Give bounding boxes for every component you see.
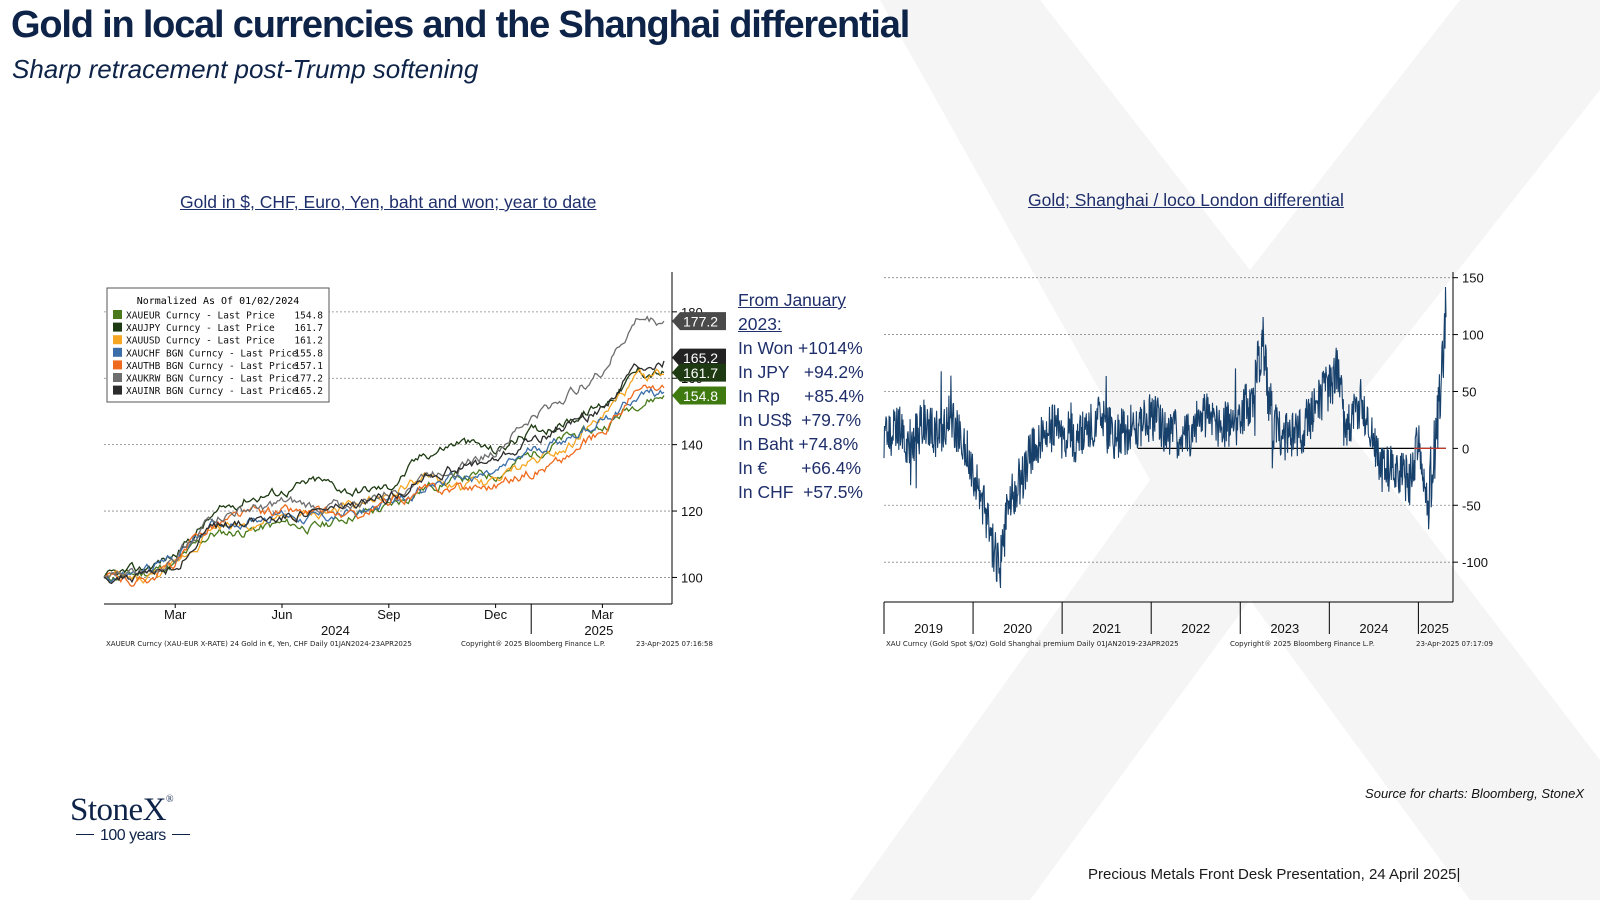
x-tick-label: 2022: [1181, 621, 1210, 636]
footnote-timestamp: 23-Apr-2025 07:17:09: [1416, 640, 1493, 648]
y-tick-label: -50: [1462, 498, 1481, 513]
y-tick-label: 140: [681, 438, 703, 453]
legend-value: 154.8: [294, 311, 323, 322]
end-label-box: [672, 312, 726, 331]
legend-box: Normalized As Of 01/02/2024 XAUEUR Curnc…: [106, 287, 330, 403]
stat-row: In US$ +79.7%: [738, 410, 862, 430]
stonex-logo: StoneX® 100 years: [70, 792, 196, 845]
legend-swatch: [113, 347, 122, 357]
end-label: 165.2: [683, 350, 718, 366]
footnote-left: XAU Curncy (Gold Spot $/Oz) Gold Shangha…: [886, 640, 1179, 648]
legend-label: XAUCHF BGN Curncy - Last Price: [126, 348, 298, 359]
series-line: [103, 384, 665, 588]
performance-stats: From January 2023: In Won +1014% In JPY …: [738, 288, 864, 504]
y-tick-label: 120: [681, 504, 703, 519]
shanghai-differential-chart: 150 100 50 0 -50 -100 2019 2020 2021 2022 2023 202…: [883, 271, 1493, 648]
footnote-left: XAUEUR Curncy (XAU-EUR X-RATE) 24 Gold i…: [106, 640, 412, 648]
legend-value: 157.1: [294, 361, 323, 372]
grid-lines: [104, 311, 672, 578]
series-line: [883, 286, 1447, 589]
legend-value: 161.2: [294, 336, 323, 347]
legend-label: XAUUSD Curncy - Last Price: [126, 336, 275, 347]
x-tick-label: Mar: [591, 607, 614, 622]
y-tick-labels: 100120140160180: [672, 305, 703, 585]
series-lines: [103, 315, 665, 588]
footnote-timestamp: 23-Apr-2025 07:16:58: [636, 640, 713, 648]
left-chart-heading: Gold in $, CHF, Euro, Yen, baht and won;…: [180, 192, 597, 212]
legend-value: 177.2: [294, 374, 323, 385]
series-line: [103, 366, 665, 578]
stat-row: In JPY +94.2%: [738, 362, 864, 382]
stat-row: In CHF +57.5%: [738, 482, 863, 502]
logo-years: 100 years: [100, 827, 166, 844]
y-tick-label: 0: [1462, 441, 1469, 456]
page-subtitle: Sharp retracement post-Trump softening: [12, 54, 479, 84]
legend-value: 161.7: [294, 323, 323, 334]
source-note: Source for charts: Bloomberg, StoneX: [1365, 786, 1584, 801]
legend-swatch: [113, 373, 122, 382]
legend-label: XAUKRW BGN Curncy - Last Price: [126, 374, 298, 385]
legend-swatch: [113, 360, 122, 370]
logo-brand: StoneX: [70, 792, 167, 828]
end-label-box: [672, 363, 726, 382]
series-lines: [883, 286, 1447, 589]
currency-gold-chart: 100120140160180 MarJunSepDecMar20242025 …: [103, 272, 726, 648]
end-label: 161.7: [683, 365, 718, 381]
footnote-copyright: Copyright® 2025 Bloomberg Finance L.P.: [1230, 640, 1374, 648]
y-tick-label: 150: [1462, 271, 1484, 286]
x-tick-label: Dec: [484, 607, 508, 622]
x-tick-label: Sep: [377, 607, 400, 622]
y-tick-label: 100: [681, 570, 703, 585]
x-tick-label: 2021: [1092, 621, 1121, 636]
footnote-copyright: Copyright® 2025 Bloomberg Finance L.P.: [461, 640, 605, 648]
x-tick-label: 2020: [1003, 621, 1032, 636]
end-label: 177.2: [683, 314, 718, 330]
stats-heading-2: 2023:: [738, 314, 782, 334]
stats-heading-1: From January: [738, 290, 846, 310]
y-tick-label: -100: [1462, 555, 1488, 570]
legend-label: XAUEUR Curncy - Last Price: [126, 311, 275, 322]
legend-label: XAUINR BGN Curncy - Last Price: [126, 386, 298, 397]
legend-swatch: [113, 335, 122, 345]
x-tick-label: 2025: [1420, 621, 1449, 636]
x-tick-label: 2024: [1359, 621, 1388, 636]
series-line: [103, 395, 665, 582]
x-tick-labels: Mar Jun Sep Dec Mar 2024 2025: [164, 604, 614, 638]
x-tick-label: Jun: [272, 607, 293, 622]
x-tick-labels: 2019 2020 2021 2022 2023 2024 2025: [883, 602, 1449, 636]
legend-value: 165.2: [294, 386, 323, 397]
end-label: 154.8: [683, 388, 718, 404]
y-tick-label: 50: [1462, 384, 1476, 399]
page-title: Gold in local currencies and the Shangha…: [11, 4, 910, 46]
end-label-box: [672, 386, 726, 405]
series-line: [103, 367, 665, 584]
right-chart-heading: Gold; Shanghai / loco London differentia…: [1028, 190, 1344, 210]
legend-swatch: [113, 310, 122, 319]
grid-lines: [884, 277, 1453, 563]
stat-row: In Won +1014%: [738, 338, 863, 358]
series-line: [103, 360, 665, 585]
series-line: [103, 315, 665, 579]
stat-row: In € +66.4%: [738, 458, 862, 478]
x-tick-label: Mar: [164, 607, 187, 622]
stat-row: In Baht +74.8%: [738, 434, 859, 454]
legend-swatch: [113, 322, 122, 332]
legend-swatch: [113, 385, 122, 395]
y-tick-labels: 150 100 50 0 -50 -100: [1453, 271, 1488, 570]
legend-label: XAUJPY Curncy - Last Price: [126, 323, 275, 334]
x-tick-label: 2019: [914, 621, 943, 636]
stat-row: In Rp +85.4%: [738, 386, 864, 406]
x-tick-label: 2023: [1270, 621, 1299, 636]
legend-label: XAUTHB BGN Curncy - Last Price: [126, 361, 298, 372]
end-label-box: [672, 348, 726, 367]
legend-title: Normalized As Of 01/02/2024: [137, 296, 300, 307]
footer-text: Precious Metals Front Desk Presentation,…: [1088, 866, 1461, 883]
legend-value: 155.8: [294, 348, 323, 359]
y-tick-label: 100: [1462, 328, 1484, 343]
x-year-label: 2025: [584, 623, 613, 638]
x-year-label: 2024: [321, 623, 350, 638]
